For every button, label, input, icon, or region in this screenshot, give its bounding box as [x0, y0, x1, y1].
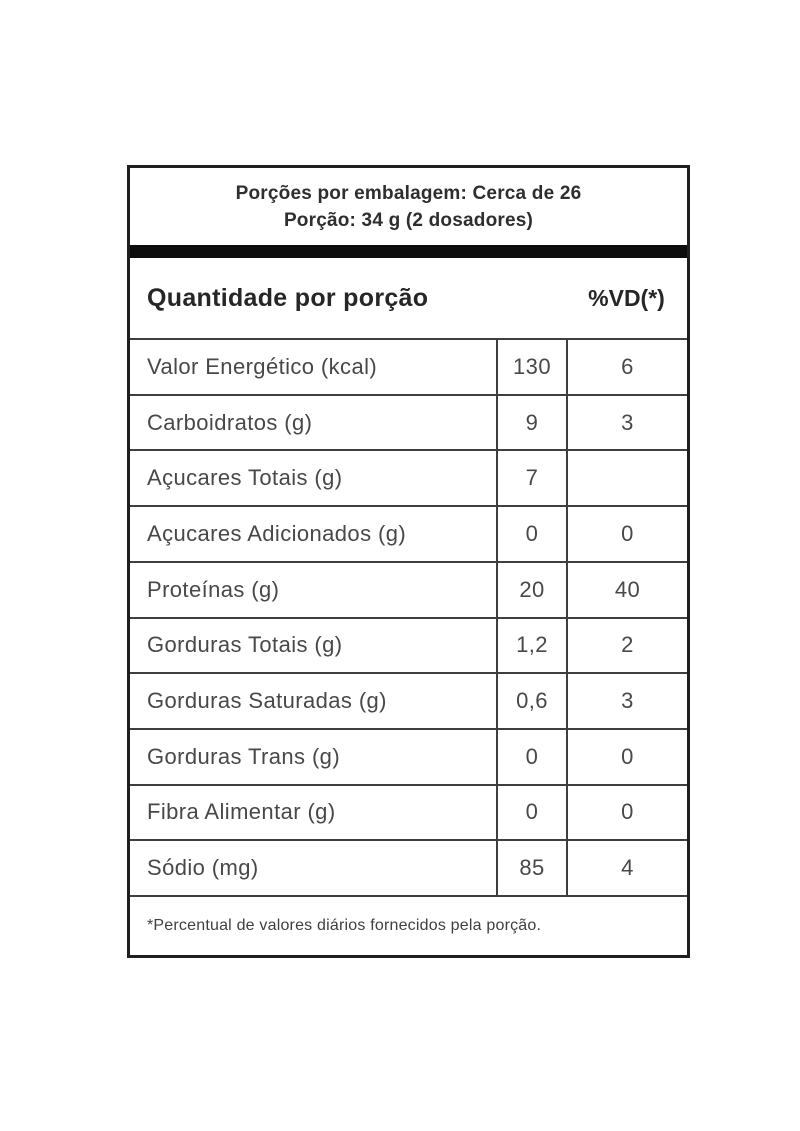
nutrient-name: Gorduras Saturadas (g) — [147, 688, 387, 714]
nutrient-amount: 7 — [496, 451, 566, 506]
table-row-valor-energetico: Valor Energético (kcal) 130 6 — [130, 340, 687, 396]
nutrient-dv: 0 — [566, 785, 687, 840]
header-divider-bar — [130, 245, 687, 258]
servings-per-package: Porções por embalagem: Cerca de 26 — [235, 182, 582, 204]
nutrient-name: Açucares Totais (g) — [147, 465, 343, 491]
table-row-acucares-adicionados: Açucares Adicionados (g) 0 0 — [130, 507, 687, 563]
nutrient-dv: 6 — [566, 340, 687, 394]
quantity-per-serving-header: Quantidade por porção — [147, 283, 429, 312]
nutrient-dv: 3 — [566, 674, 687, 728]
table-row-proteinas: Proteínas (g) 20 40 — [130, 562, 687, 619]
nutrient-dv: 4 — [566, 841, 687, 896]
daily-value-header: %VD(*) — [588, 284, 665, 311]
nutrient-rows: Valor Energético (kcal) 130 6 Carboidrat… — [130, 340, 687, 898]
table-row-gorduras-totais: Gorduras Totais (g) 1,2 2 — [130, 618, 687, 675]
nutrient-name: Proteínas (g) — [147, 576, 280, 602]
nutrient-name: Valor Energético (kcal) — [147, 353, 378, 379]
table-row-gorduras-saturadas: Gorduras Saturadas (g) 0,6 3 — [130, 674, 687, 730]
nutrient-dv: 3 — [566, 395, 687, 450]
nutrient-dv — [566, 451, 687, 506]
nutrient-name: Gorduras Totais (g) — [147, 632, 343, 658]
table-header-row: Quantidade por porção %VD(*) — [130, 258, 687, 340]
nutrient-name: Gorduras Trans (g) — [147, 743, 341, 769]
nutrient-amount: 0,6 — [496, 674, 566, 728]
nutrient-amount: 9 — [496, 395, 566, 450]
nutrient-dv: 0 — [566, 729, 687, 784]
nutrient-amount: 0 — [496, 729, 566, 784]
servings-header: Porções por embalagem: Cerca de 26 Porçã… — [130, 168, 687, 245]
nutrient-dv: 40 — [566, 562, 687, 617]
nutrient-dv: 0 — [566, 507, 687, 561]
nutrient-amount: 0 — [496, 507, 566, 561]
footnote: *Percentual de valores diários fornecido… — [147, 917, 542, 934]
table-row-gorduras-trans: Gorduras Trans (g) 0 0 — [130, 729, 687, 786]
nutrient-name: Sódio (mg) — [147, 855, 259, 881]
table-row-fibra-alimentar: Fibra Alimentar (g) 0 0 — [130, 785, 687, 842]
table-row-carboidratos: Carboidratos (g) 9 3 — [130, 395, 687, 452]
nutrient-amount: 85 — [496, 841, 566, 896]
nutrient-amount: 130 — [496, 340, 566, 394]
nutrient-amount: 20 — [496, 562, 566, 617]
nutrition-label: Porções por embalagem: Cerca de 26 Porçã… — [127, 165, 690, 958]
table-row-acucares-totais: Açucares Totais (g) 7 — [130, 451, 687, 508]
nutrient-dv: 2 — [566, 618, 687, 673]
serving-size: Porção: 34 g (2 dosadores) — [283, 209, 534, 231]
nutrient-name: Fibra Alimentar (g) — [147, 799, 336, 825]
nutrient-name: Carboidratos (g) — [147, 409, 313, 435]
nutrient-amount: 0 — [496, 785, 566, 840]
table-row-sodio: Sódio (mg) 85 4 — [130, 841, 687, 898]
nutrient-name: Açucares Adicionados (g) — [147, 520, 407, 546]
nutrient-amount: 1,2 — [496, 618, 566, 673]
